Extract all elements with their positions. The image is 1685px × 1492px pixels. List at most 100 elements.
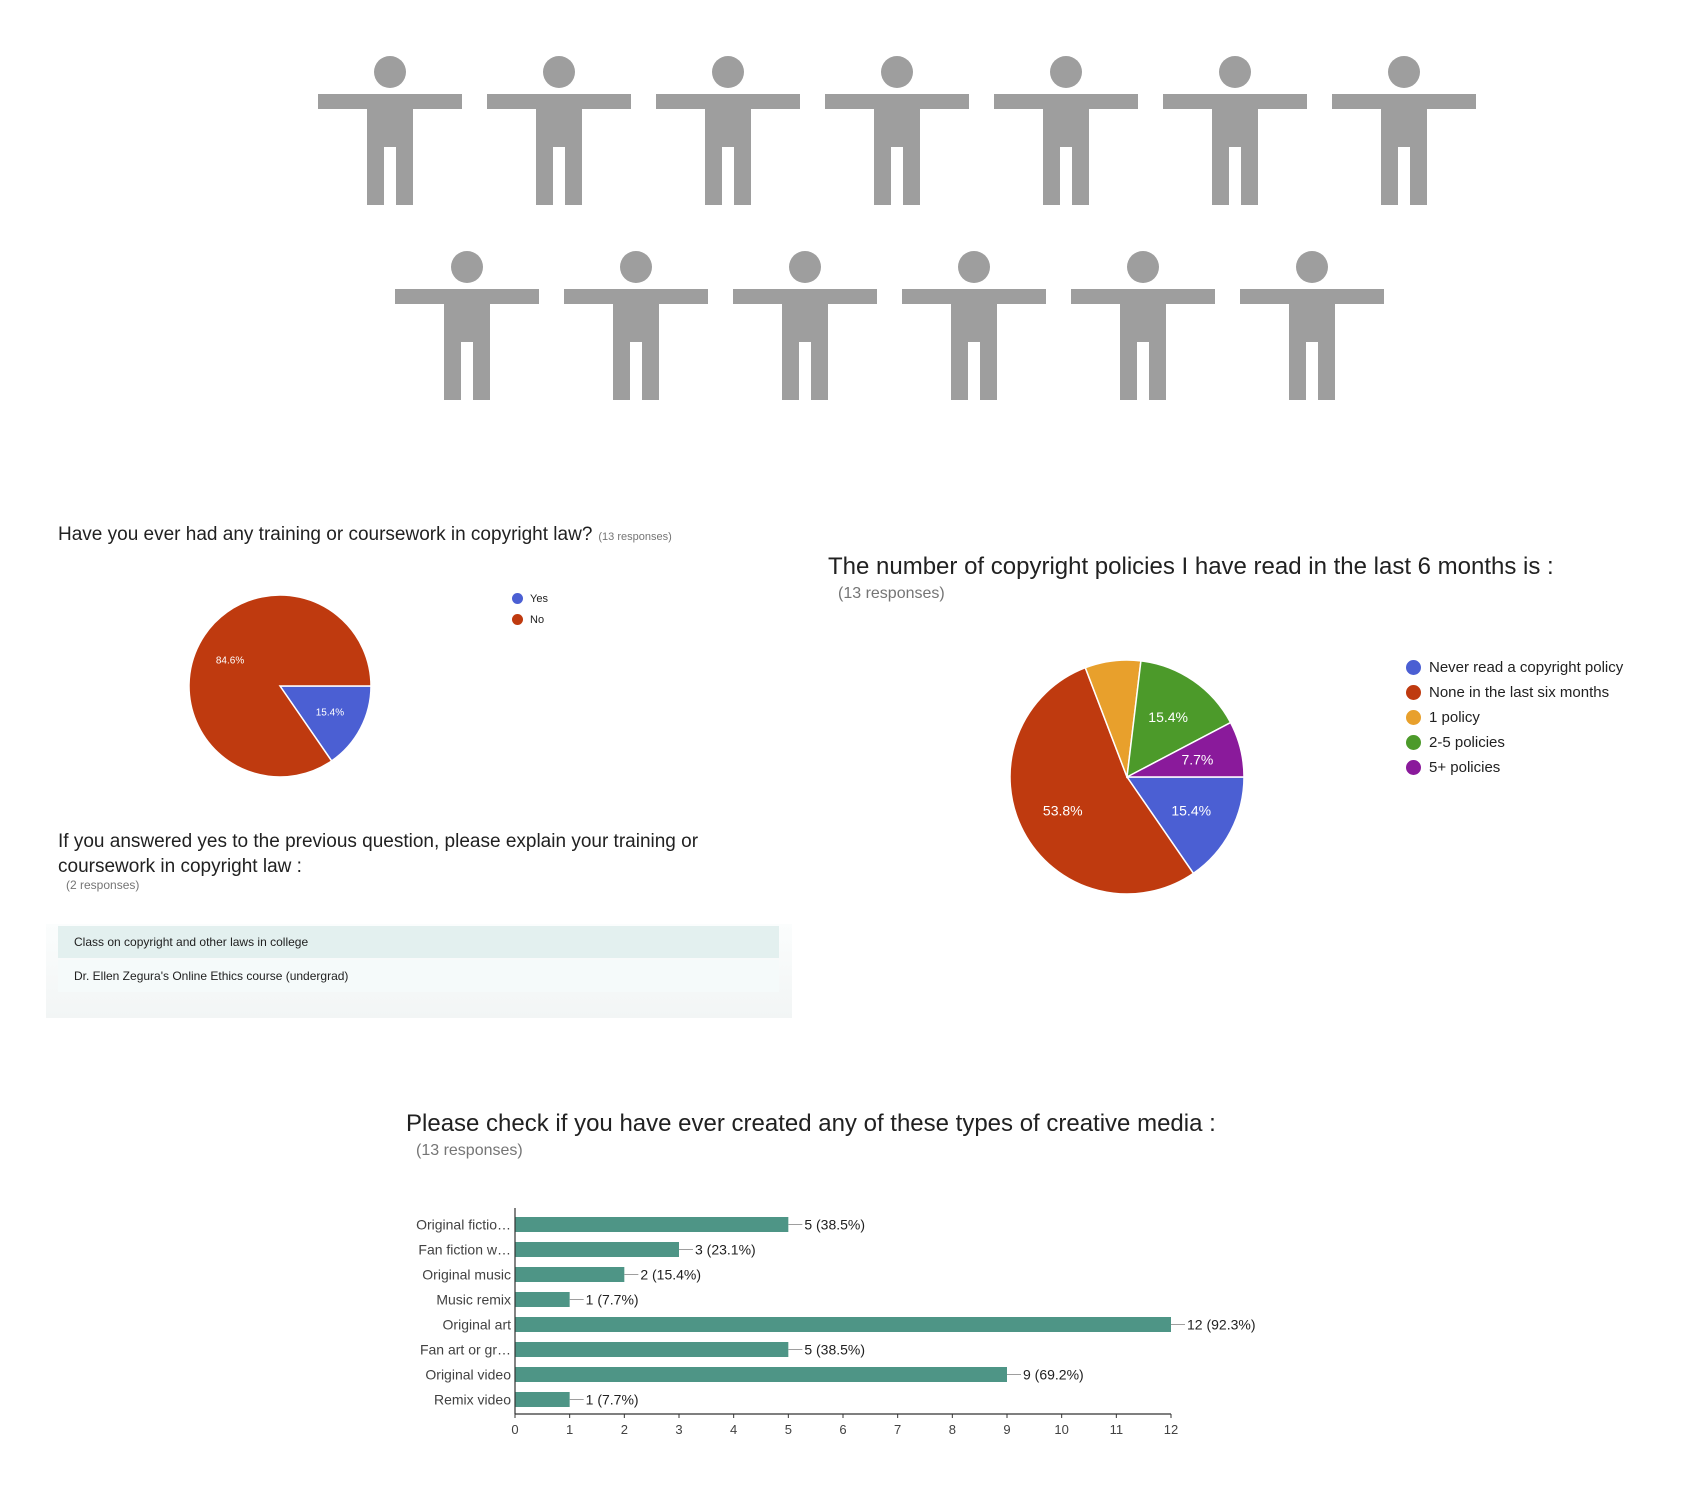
data-label: 2 (15.4%) (640, 1267, 701, 1283)
legend-label: 2-5 policies (1429, 734, 1505, 751)
legend-item: 1 policy (1406, 705, 1623, 730)
person-icon (994, 56, 1138, 205)
person-icon (902, 251, 1046, 400)
text-responses-list: Class on copyright and other laws in col… (46, 924, 792, 1018)
legend-label: Never read a copyright policy (1429, 659, 1624, 676)
legend-swatch (1406, 710, 1421, 725)
person-icon (487, 56, 631, 205)
q4-response-count: (13 responses) (416, 1142, 523, 1159)
bar-chart-creative-media: Original fictio… 5 (38.5%) Fan fiction w… 3… (416, 1208, 1255, 1437)
q2-title: If you answered yes to the previous ques… (58, 831, 699, 877)
pie-slice (1126, 721, 1245, 778)
data-label: 1 (7.7%) (586, 1292, 639, 1308)
x-tick-label: 10 (1054, 1422, 1068, 1437)
q3-title: The number of copyright policies I have … (828, 553, 1554, 580)
pie-slice (1126, 659, 1232, 779)
person-icon (656, 56, 800, 205)
q2-response-count: (2 responses) (66, 878, 140, 892)
q3-response-count: (13 responses) (838, 585, 945, 602)
category-label: Remix video (434, 1392, 511, 1408)
pie-slice-label: 84.6% (216, 655, 244, 666)
q1-title: Have you ever had any training or course… (58, 524, 672, 545)
legend-label: Yes (530, 592, 548, 605)
legend-swatch (1406, 685, 1421, 700)
pie-chart-training: 15.4% 84.6% (188, 594, 372, 778)
q4-title: Please check if you have ever created an… (406, 1110, 1216, 1137)
category-label: Fan art or gr… (420, 1342, 511, 1358)
pie-slice-label: 15.4% (316, 708, 344, 719)
x-tick-label: 12 (1164, 1422, 1178, 1437)
person-icon (1163, 56, 1307, 205)
category-label: Music remix (436, 1292, 511, 1308)
x-tick-label: 8 (949, 1422, 956, 1437)
x-tick-label: 6 (839, 1422, 846, 1437)
category-label: Original art (443, 1317, 512, 1333)
person-icon (1071, 251, 1215, 400)
pie-chart-policies: 15.4% 53.8% 15.4% 7.7% (1009, 659, 1245, 895)
person-icon (395, 251, 539, 400)
legend-training: Yes No (512, 588, 548, 630)
legend-item: 2-5 policies (1406, 730, 1623, 755)
bar (515, 1242, 679, 1257)
people-pictogram (318, 56, 1476, 400)
legend-swatch (1406, 760, 1421, 775)
bar (515, 1217, 789, 1232)
bar (515, 1267, 625, 1282)
category-label: Original video (425, 1367, 511, 1383)
pie-slice-label: 7.7% (1181, 752, 1213, 768)
legend-label: No (530, 613, 545, 626)
legend-policies: Never read a copyright policy None in the… (1406, 655, 1623, 780)
category-label: Fan fiction w… (418, 1242, 511, 1258)
x-tick-label: 7 (894, 1422, 901, 1437)
person-icon (825, 56, 969, 205)
legend-label: 1 policy (1429, 709, 1480, 726)
x-tick-label: 0 (511, 1422, 518, 1437)
person-icon (564, 251, 708, 400)
pie-slice (1125, 776, 1245, 875)
x-tick-label: 11 (1110, 1422, 1124, 1437)
bar (515, 1317, 1171, 1332)
legend-swatch (1406, 735, 1421, 750)
data-label: 1 (7.7%) (586, 1392, 639, 1408)
x-tick-label: 4 (730, 1422, 737, 1437)
legend-label: None in the last six months (1429, 684, 1610, 701)
bar (515, 1367, 1007, 1382)
x-tick-label: 5 (785, 1422, 792, 1437)
x-tick-label: 9 (1003, 1422, 1010, 1437)
pie-slice (1009, 666, 1195, 895)
data-label: 9 (69.2%) (1023, 1367, 1084, 1383)
legend-label: 5+ policies (1429, 759, 1501, 776)
person-icon (1332, 56, 1476, 205)
response-row: Class on copyright and other laws in col… (58, 926, 779, 958)
response-row: Dr. Ellen Zegura's Online Ethics course … (58, 960, 779, 992)
person-icon (318, 56, 462, 205)
data-label: 5 (38.5%) (804, 1342, 865, 1358)
bar (515, 1292, 570, 1307)
legend-item: None in the last six months (1406, 680, 1623, 705)
pie-slice (188, 594, 372, 778)
x-tick-label: 2 (621, 1422, 628, 1437)
legend-item: No (512, 609, 548, 630)
pie-slice (278, 685, 372, 762)
x-tick-label: 1 (566, 1422, 573, 1437)
data-label: 12 (92.3%) (1187, 1317, 1255, 1333)
person-icon (733, 251, 877, 400)
legend-swatch (512, 614, 523, 625)
data-label: 3 (23.1%) (695, 1242, 756, 1258)
legend-swatch (1406, 660, 1421, 675)
pie-slice-label: 53.8% (1043, 803, 1083, 819)
person-icon (1240, 251, 1384, 400)
bar (515, 1392, 570, 1407)
data-label: 5 (38.5%) (804, 1217, 865, 1233)
category-label: Original music (422, 1267, 511, 1283)
category-label: Original fictio… (416, 1217, 511, 1233)
x-tick-label: 3 (675, 1422, 682, 1437)
q1-response-count: (13 responses) (598, 531, 672, 543)
legend-item: Yes (512, 588, 548, 609)
pie-slice-label: 15.4% (1171, 803, 1211, 819)
pie-slice-label: 15.4% (1148, 709, 1188, 725)
legend-swatch (512, 593, 523, 604)
legend-item: Never read a copyright policy (1406, 655, 1623, 680)
bar (515, 1342, 789, 1357)
legend-item: 5+ policies (1406, 755, 1623, 780)
